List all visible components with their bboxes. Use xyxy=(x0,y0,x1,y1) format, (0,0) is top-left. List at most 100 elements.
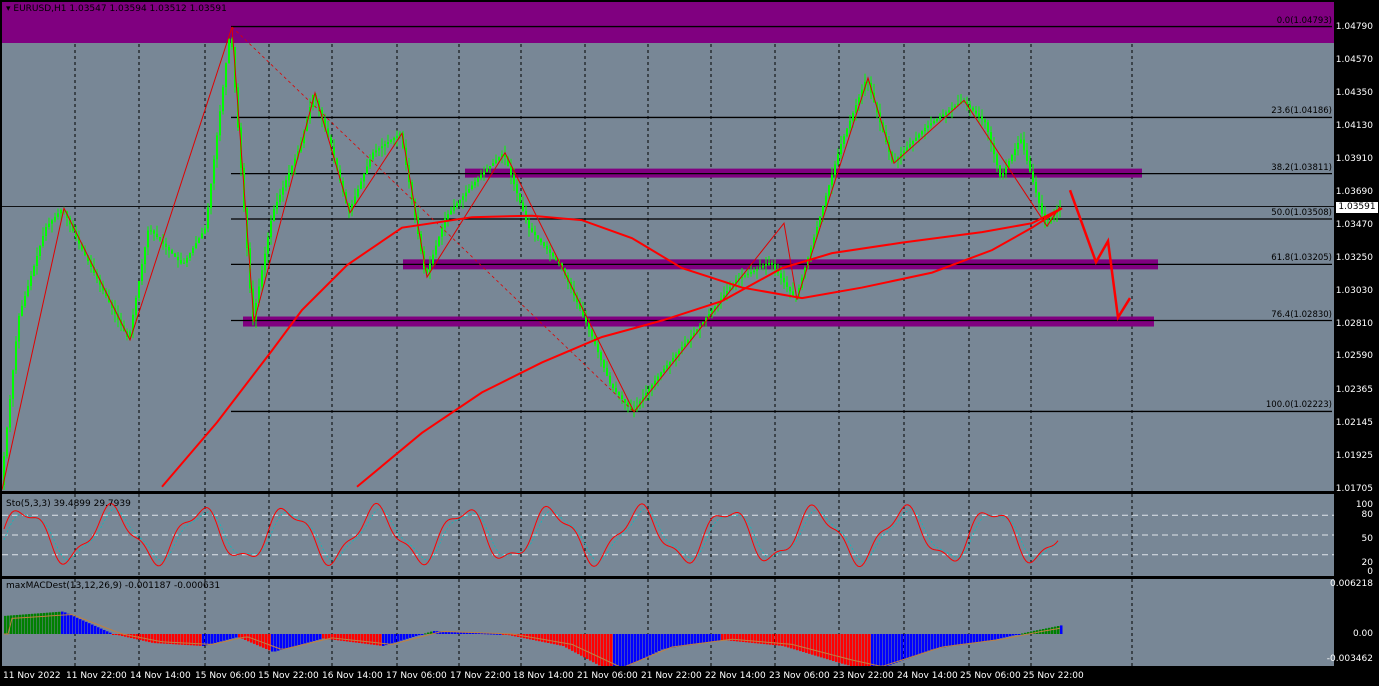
candle-body xyxy=(906,147,908,151)
candle-body xyxy=(45,227,47,236)
candle-body xyxy=(621,395,623,400)
macd-bar xyxy=(688,634,691,646)
moving-average-fast xyxy=(161,207,1063,488)
candle-body xyxy=(918,134,920,138)
candle-body xyxy=(93,266,95,273)
candle-body xyxy=(264,253,266,271)
sto-signal-line xyxy=(3,508,1059,562)
macd-bar xyxy=(583,634,586,658)
macd-bar xyxy=(169,634,172,645)
candle-body xyxy=(729,287,731,291)
candle-body xyxy=(333,147,335,159)
candle-body xyxy=(897,157,899,161)
macd-bar xyxy=(424,633,427,635)
macd-bar xyxy=(787,634,790,648)
candle-body xyxy=(54,216,56,221)
macd-bar xyxy=(121,634,124,637)
macd-bar xyxy=(619,634,622,666)
macd-bar xyxy=(46,612,49,634)
macd-bar xyxy=(430,631,433,634)
macd-axis-label: 0.006218 xyxy=(1330,579,1373,589)
candle-body xyxy=(723,294,725,299)
macd-panel[interactable] xyxy=(2,579,1334,666)
macd-bar xyxy=(838,634,841,663)
candle-body xyxy=(261,270,263,287)
stochastic-panel[interactable] xyxy=(2,494,1334,576)
macd-bar xyxy=(295,634,298,646)
macd-bar xyxy=(886,634,889,666)
macd-bar xyxy=(625,634,628,666)
candle-body xyxy=(774,264,776,269)
macd-bar xyxy=(667,634,670,649)
macd-bar xyxy=(439,631,442,634)
macd-canvas xyxy=(4,579,1133,666)
macd-bar xyxy=(727,634,730,641)
macd-bar xyxy=(1006,634,1009,637)
main-chart-panel[interactable] xyxy=(2,2,1334,491)
candle-body xyxy=(162,240,164,244)
macd-label: maxMACDest(13,12,26,9) -0.001187 -0.0006… xyxy=(6,581,221,591)
candle-body xyxy=(555,256,557,260)
macd-bar xyxy=(265,634,268,649)
macd-bar xyxy=(379,634,382,646)
macd-bar xyxy=(217,634,220,643)
candle-body xyxy=(816,227,818,238)
macd-bar xyxy=(988,634,991,641)
macd-bar xyxy=(712,634,715,642)
macd-bar xyxy=(535,634,538,641)
candle-body xyxy=(1008,161,1010,168)
sto-main-line xyxy=(3,502,1059,568)
macd-bar xyxy=(670,634,673,648)
macd-bar xyxy=(916,634,919,655)
candle-body xyxy=(966,101,968,105)
macd-bar xyxy=(664,634,667,649)
candle-body xyxy=(711,310,713,315)
price-chart-canvas[interactable] xyxy=(2,2,1334,491)
candle-body xyxy=(456,203,458,208)
dropdown-triangle-icon[interactable]: ▾ xyxy=(6,4,11,14)
candle-body xyxy=(348,203,350,212)
macd-bar xyxy=(256,634,259,646)
candle-body xyxy=(618,391,620,396)
macd-bar xyxy=(286,634,289,649)
macd-bar xyxy=(616,634,619,666)
macd-bar xyxy=(880,634,883,666)
candle-body xyxy=(135,297,137,315)
candle-body xyxy=(537,235,539,239)
macd-bar xyxy=(604,634,607,666)
candle-body xyxy=(945,112,947,115)
macd-bar xyxy=(391,634,394,644)
macd-bar xyxy=(937,634,940,649)
candle-body xyxy=(171,250,173,254)
macd-bar xyxy=(298,634,301,645)
candle-body xyxy=(645,393,647,398)
candle-body xyxy=(669,361,671,366)
macd-bar xyxy=(733,634,736,642)
macd-bar xyxy=(199,634,202,646)
macd-bar xyxy=(700,634,703,644)
macd-bar xyxy=(580,634,583,656)
macd-bar xyxy=(634,634,637,663)
candle-body xyxy=(513,175,515,185)
candle-body xyxy=(1017,142,1019,149)
macd-bar xyxy=(499,633,502,635)
macd-bar xyxy=(166,634,169,644)
candle-body xyxy=(978,113,980,117)
macd-bar xyxy=(655,634,658,653)
macd-bar xyxy=(13,615,16,634)
macd-bar xyxy=(883,634,886,666)
macd-bar xyxy=(226,634,229,640)
candle-body xyxy=(285,180,287,188)
macd-bar xyxy=(475,632,478,634)
macd-bar xyxy=(427,632,430,634)
macd-bar xyxy=(481,633,484,635)
macd-bar xyxy=(97,627,100,634)
candle-body xyxy=(192,248,194,253)
candle-body xyxy=(255,302,257,320)
candle-body xyxy=(663,368,665,373)
candle-body xyxy=(624,399,626,403)
macd-bar xyxy=(544,634,547,643)
macd-axis-label: -0.003462 xyxy=(1326,654,1373,664)
macd-bar xyxy=(865,634,868,666)
